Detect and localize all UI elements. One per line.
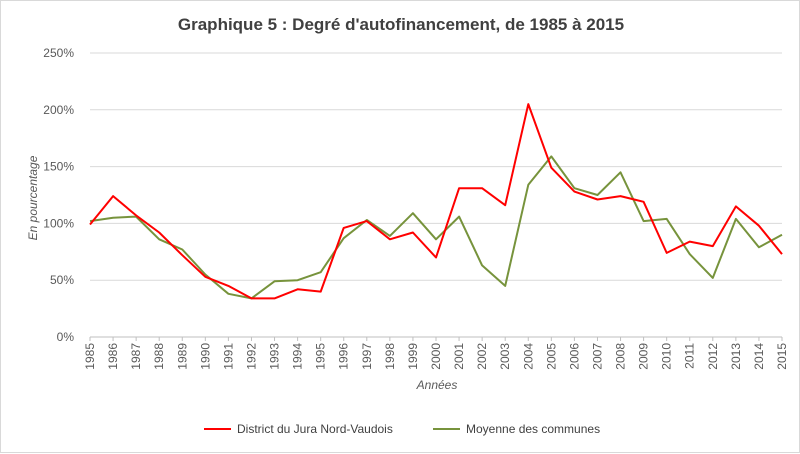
y-tick-label: 200% (43, 103, 74, 117)
x-tick-label: 2007 (590, 343, 604, 370)
x-tick-label: 1994 (291, 343, 305, 370)
x-tick-label: 2006 (567, 343, 581, 370)
x-axis-label: Années (416, 378, 458, 392)
x-tick-label: 2005 (544, 343, 558, 370)
x-tick-label: 1995 (314, 343, 328, 370)
x-tick-label: 2004 (521, 343, 535, 370)
y-tick-label: 150% (43, 160, 74, 174)
x-tick-label: 2012 (706, 343, 720, 370)
x-tick-label: 2011 (683, 343, 697, 369)
x-tick-label: 1996 (337, 343, 351, 370)
x-tick-label: 1987 (129, 343, 143, 370)
y-tick-label: 0% (57, 330, 75, 344)
x-tick-label: 2009 (637, 343, 651, 370)
x-tick-label: 2002 (475, 343, 489, 370)
x-tick-label: 2014 (752, 343, 766, 370)
chart-title: Graphique 5 : Degré d'autofinancement, d… (178, 15, 624, 34)
y-tick-label: 250% (43, 46, 74, 60)
x-tick-label: 1999 (406, 343, 420, 370)
legend: District du Jura Nord-Vaudois Moyenne de… (204, 422, 600, 436)
x-tick-label: 2008 (614, 343, 628, 370)
x-tick-label: 2003 (498, 343, 512, 370)
x-tick-label: 1988 (152, 343, 166, 370)
y-axis-label: En pourcentage (26, 155, 40, 240)
x-tick-label: 1991 (221, 343, 235, 370)
x-tick-label: 1986 (106, 343, 120, 370)
y-axis-ticks: 0% 50% 100% 150% 200% 250% (43, 46, 74, 344)
x-tick-label: 1998 (383, 343, 397, 370)
gridlines (90, 52, 782, 281)
y-tick-label: 100% (43, 216, 74, 230)
x-tick-label: 1989 (175, 343, 189, 370)
y-tick-label: 50% (50, 273, 74, 287)
series-line-communes (89, 155, 783, 300)
x-tick-label: 2013 (729, 343, 743, 370)
x-tick-label: 2001 (452, 343, 466, 370)
x-tick-label: 2010 (660, 343, 674, 370)
legend-label-communes: Moyenne des communes (466, 422, 600, 436)
legend-label-district: District du Jura Nord-Vaudois (237, 422, 393, 436)
x-tick-label: 1992 (244, 343, 258, 370)
x-tick-label: 1985 (83, 343, 97, 370)
x-tick-label: 1993 (268, 343, 282, 370)
x-tick-label: 1990 (198, 343, 212, 370)
x-axis-ticks: 1985 1986 1987 1988 1989 1990 1991 1992 1993 1994… (83, 337, 789, 370)
x-tick-label: 2000 (429, 343, 443, 370)
series-line-district (89, 103, 783, 300)
series-lines (89, 103, 783, 300)
x-tick-label: 2015 (775, 343, 789, 370)
x-tick-label: 1997 (360, 343, 374, 370)
